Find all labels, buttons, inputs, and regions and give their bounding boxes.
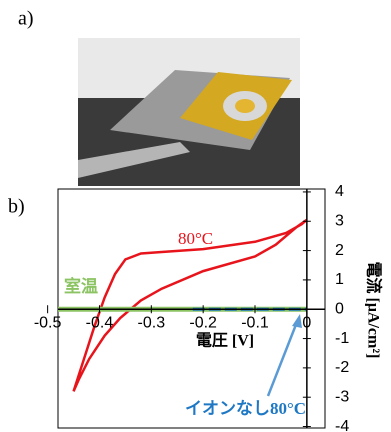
annotation-arrowhead	[292, 314, 302, 328]
photo	[78, 38, 300, 186]
page: a) b) -0.5 -0.4 -0.3 -0.2 -0.1 0 -4 -3 -2 -1 0 1 2 3 4…	[0, 0, 391, 432]
y-tick-label: -1	[335, 330, 349, 347]
figure: a) b) -0.5 -0.4 -0.3 -0.2 -0.1 0 -4 -3 -2 -1 0 1 2 3 4…	[0, 0, 391, 432]
x-tick-label: 0	[302, 314, 311, 331]
panel-label: a)	[18, 8, 34, 30]
series-label: イオンなし80°C	[185, 399, 306, 418]
y-tick-label: 0	[335, 300, 344, 317]
x-tick-label: -0.5	[34, 314, 62, 331]
y-tick-label: 3	[335, 212, 344, 229]
y-tick-label: -4	[335, 418, 349, 432]
series-label: 80°C	[178, 229, 213, 248]
x-axis-label: 電圧 [V]	[196, 332, 254, 350]
y-tick-label: -2	[335, 359, 349, 376]
series-label: 室温	[64, 276, 98, 296]
panel-label: b)	[8, 196, 25, 218]
x-tick-label: -0.3	[138, 314, 166, 331]
annotation-arrow	[268, 322, 297, 396]
y-tick-label: 4	[335, 183, 344, 200]
y-tick-label: 2	[335, 242, 344, 259]
electrode-center	[235, 99, 255, 113]
x-tick-label: -0.2	[189, 314, 217, 331]
y-axis-label: 電流 [μA/cm²]	[364, 262, 383, 359]
x-tick-label: -0.1	[241, 314, 269, 331]
y-tick-label: 1	[335, 271, 344, 288]
x-tick-label: -0.4	[86, 314, 114, 331]
y-tick-label: -3	[335, 388, 349, 405]
